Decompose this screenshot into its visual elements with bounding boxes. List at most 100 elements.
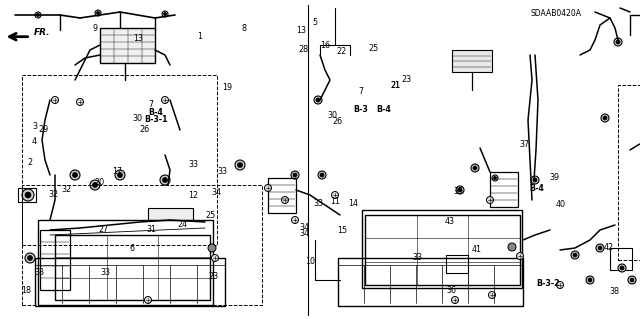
Text: 34: 34 [300, 223, 310, 232]
Circle shape [618, 264, 626, 272]
Circle shape [316, 98, 320, 102]
Circle shape [70, 170, 80, 180]
Text: 29: 29 [38, 125, 49, 134]
Text: 33: 33 [217, 167, 227, 176]
Bar [618, 85, 640, 260]
Circle shape [22, 189, 34, 201]
Bar [38, 220, 213, 305]
Text: 11: 11 [330, 197, 340, 206]
Circle shape [211, 255, 218, 262]
Circle shape [493, 176, 497, 180]
Circle shape [492, 175, 498, 181]
Bar [18, 188, 36, 202]
Circle shape [160, 175, 170, 185]
Circle shape [332, 191, 339, 198]
Text: 2: 2 [27, 158, 32, 167]
Text: 12: 12 [188, 191, 198, 200]
Circle shape [90, 180, 100, 190]
Circle shape [628, 276, 636, 284]
Text: 35: 35 [453, 187, 463, 196]
Circle shape [598, 246, 602, 250]
Text: B-4: B-4 [529, 184, 544, 193]
Text: B-3-2: B-3-2 [536, 279, 561, 288]
Circle shape [588, 278, 592, 282]
Circle shape [533, 178, 537, 182]
Text: 33: 33 [189, 160, 199, 169]
Text: 33: 33 [412, 253, 422, 262]
Text: 25: 25 [205, 211, 216, 219]
Circle shape [516, 253, 524, 259]
Bar [452, 50, 492, 72]
Text: 3: 3 [32, 122, 37, 131]
Circle shape [488, 292, 495, 299]
Circle shape [162, 11, 168, 17]
Bar [148, 208, 193, 220]
Circle shape [486, 197, 493, 204]
Text: 40: 40 [556, 200, 566, 209]
Text: 23: 23 [401, 75, 412, 84]
Circle shape [291, 217, 298, 224]
Text: 30: 30 [132, 114, 142, 123]
Text: 18: 18 [21, 286, 31, 295]
Circle shape [161, 97, 168, 103]
Circle shape [601, 114, 609, 122]
Circle shape [630, 278, 634, 282]
Circle shape [93, 182, 97, 188]
Circle shape [208, 244, 216, 252]
Text: 33: 33 [35, 268, 45, 277]
Circle shape [25, 192, 31, 198]
Text: SDAAB0420A: SDAAB0420A [530, 9, 581, 18]
Bar [40, 230, 70, 290]
Circle shape [456, 186, 464, 194]
Circle shape [145, 296, 152, 303]
Circle shape [35, 12, 41, 18]
Circle shape [97, 11, 99, 14]
Bar [22, 185, 262, 305]
Text: 32: 32 [48, 190, 58, 199]
Text: 14: 14 [348, 199, 358, 208]
Text: 41: 41 [471, 245, 481, 254]
Circle shape [458, 188, 462, 192]
Bar [338, 258, 523, 306]
Text: 32: 32 [61, 185, 72, 194]
Text: 19: 19 [222, 83, 232, 92]
Text: 23: 23 [209, 272, 219, 281]
Text: 10: 10 [305, 257, 316, 266]
Bar [55, 235, 210, 300]
Bar [100, 28, 155, 63]
Text: 1: 1 [197, 32, 202, 41]
Circle shape [586, 276, 594, 284]
Text: 33: 33 [313, 199, 323, 208]
Circle shape [614, 38, 622, 46]
Circle shape [163, 12, 166, 16]
Text: 21: 21 [390, 81, 401, 90]
Circle shape [620, 266, 624, 270]
Text: 43: 43 [444, 217, 454, 226]
Circle shape [28, 256, 33, 261]
Circle shape [603, 116, 607, 120]
Circle shape [77, 99, 83, 106]
Circle shape [291, 171, 299, 179]
Circle shape [616, 40, 620, 44]
Bar [22, 75, 217, 245]
Text: 39: 39 [549, 173, 559, 182]
Text: 42: 42 [604, 243, 614, 252]
Circle shape [282, 197, 289, 204]
Bar [446, 255, 468, 273]
Text: 37: 37 [520, 140, 530, 149]
Text: 4: 4 [32, 137, 37, 146]
Text: B-4: B-4 [376, 105, 392, 114]
Circle shape [51, 97, 58, 103]
Text: 34: 34 [300, 229, 310, 238]
Circle shape [36, 13, 40, 17]
Circle shape [237, 162, 243, 167]
Text: 13: 13 [296, 26, 306, 35]
Circle shape [471, 164, 479, 172]
Circle shape [163, 177, 168, 182]
Text: B-3: B-3 [353, 105, 368, 114]
Circle shape [314, 96, 322, 104]
Text: 13: 13 [133, 34, 143, 43]
Text: 5: 5 [312, 18, 317, 27]
Circle shape [573, 253, 577, 257]
Bar [365, 215, 520, 285]
